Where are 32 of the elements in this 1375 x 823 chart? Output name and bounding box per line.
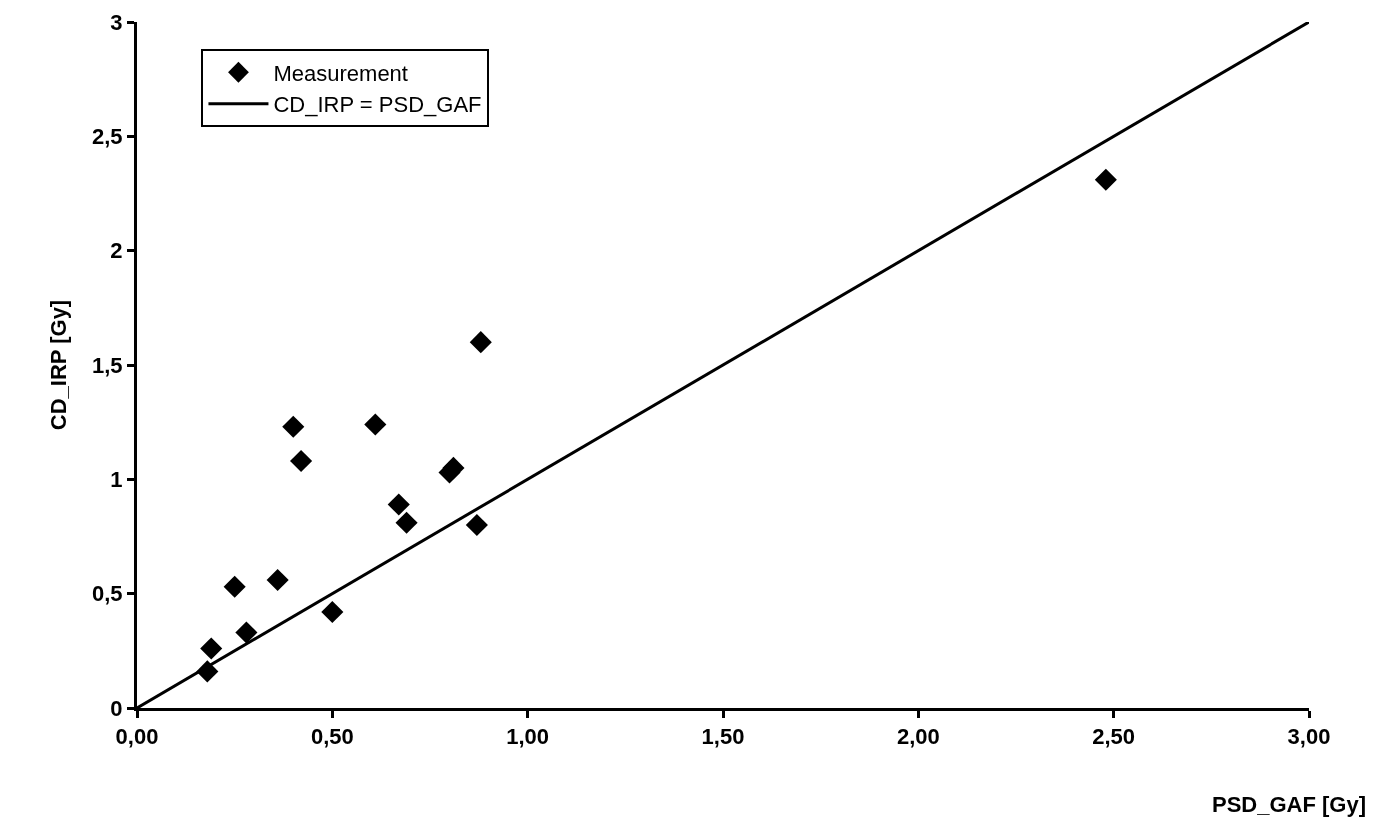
y-tick-label: 2,5 — [92, 124, 123, 150]
point — [465, 514, 488, 537]
point — [469, 331, 492, 354]
y-tick-label: 2 — [110, 238, 123, 264]
legend-label: Measurement — [273, 60, 408, 86]
x-tick-label: 1,50 — [701, 724, 745, 750]
y-tick-label: 3 — [110, 9, 123, 35]
point — [442, 456, 465, 479]
x-tick-label: 2,00 — [896, 724, 940, 750]
x-tick-label: 3,00 — [1287, 724, 1331, 750]
y-tick-label: 1 — [110, 467, 123, 493]
x-tick-label: 2,50 — [1092, 724, 1136, 750]
y-tick-label: 0 — [110, 695, 123, 721]
point — [1094, 168, 1117, 191]
y-tick-label: 0,5 — [92, 581, 123, 607]
point — [395, 511, 418, 534]
point — [321, 600, 344, 624]
point — [282, 415, 305, 438]
point — [387, 493, 410, 516]
y-axis-title: CD_IRP [Gy] — [45, 299, 71, 431]
point — [200, 637, 223, 660]
x-tick-label: 0,50 — [310, 724, 354, 750]
point — [266, 568, 289, 591]
x-axis-title: PSD_GAF [Gy] — [1212, 792, 1367, 817]
point — [223, 575, 246, 598]
y-tick-label: 1,5 — [92, 352, 123, 378]
x-tick-label: 1,00 — [506, 724, 550, 750]
point — [364, 413, 387, 436]
legend-label: CD_IRP = PSD_GAF — [273, 92, 482, 118]
point — [235, 621, 258, 644]
point — [290, 449, 313, 473]
x-tick-label: 0,00 — [115, 724, 159, 750]
